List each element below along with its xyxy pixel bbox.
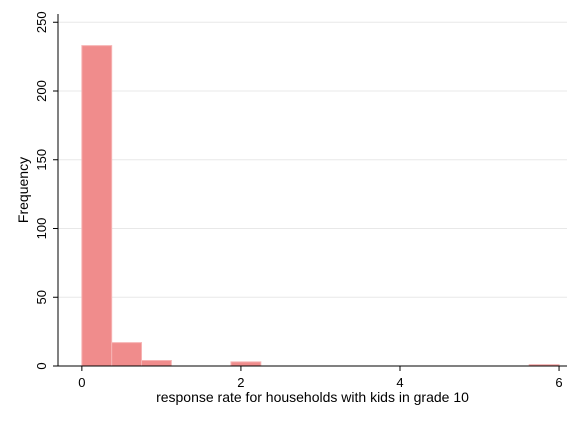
histogram-bar [141,360,172,367]
y-tick-label: 100 [34,218,49,240]
axis-ticks: 0 50 100 150 200 250 0 2 4 6 [34,11,563,390]
y-tick-label: 200 [34,80,49,102]
x-axis-title: response rate for households with kids i… [156,389,469,405]
y-tick-label: 50 [34,290,49,304]
y-tick-label: 150 [34,149,49,171]
y-axis-title: Frequency [15,157,31,223]
x-tick-label: 4 [396,375,403,390]
histogram-bar [230,361,262,367]
x-tick-label: 2 [237,375,244,390]
grid-lines [58,21,567,298]
y-tick-label: 250 [34,11,49,33]
x-tick-label: 6 [555,375,562,390]
histogram-bar [111,342,143,367]
y-tick-label: 0 [34,362,49,369]
axes [57,14,567,367]
histogram-bars [81,45,560,367]
x-tick-label: 0 [78,375,85,390]
histogram-bar [81,45,113,367]
